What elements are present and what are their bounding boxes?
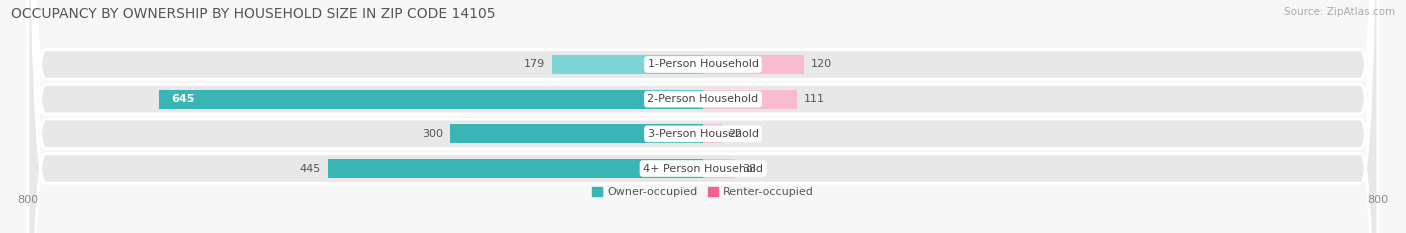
Bar	[328, 159, 703, 178]
Text: 22: 22	[728, 129, 742, 139]
Bar	[703, 124, 721, 143]
Text: 2-Person Household: 2-Person Household	[647, 94, 759, 104]
Bar	[159, 90, 703, 109]
Text: 445: 445	[299, 164, 321, 174]
Text: 1-Person Household: 1-Person Household	[648, 59, 758, 69]
Bar	[553, 55, 703, 74]
Bar	[703, 55, 804, 74]
Text: 645: 645	[172, 94, 195, 104]
FancyBboxPatch shape	[28, 0, 1378, 233]
FancyBboxPatch shape	[28, 0, 1378, 233]
Text: 179: 179	[524, 59, 546, 69]
Text: 120: 120	[811, 59, 832, 69]
Text: Source: ZipAtlas.com: Source: ZipAtlas.com	[1284, 7, 1395, 17]
Text: 38: 38	[742, 164, 756, 174]
Text: OCCUPANCY BY OWNERSHIP BY HOUSEHOLD SIZE IN ZIP CODE 14105: OCCUPANCY BY OWNERSHIP BY HOUSEHOLD SIZE…	[11, 7, 496, 21]
Bar	[450, 124, 703, 143]
Legend: Owner-occupied, Renter-occupied: Owner-occupied, Renter-occupied	[592, 187, 814, 197]
FancyBboxPatch shape	[28, 0, 1378, 233]
Text: 300: 300	[422, 129, 443, 139]
Text: 4+ Person Household: 4+ Person Household	[643, 164, 763, 174]
FancyBboxPatch shape	[28, 0, 1378, 233]
Text: 3-Person Household: 3-Person Household	[648, 129, 758, 139]
Text: 111: 111	[803, 94, 824, 104]
Bar	[703, 159, 735, 178]
Bar	[703, 90, 797, 109]
